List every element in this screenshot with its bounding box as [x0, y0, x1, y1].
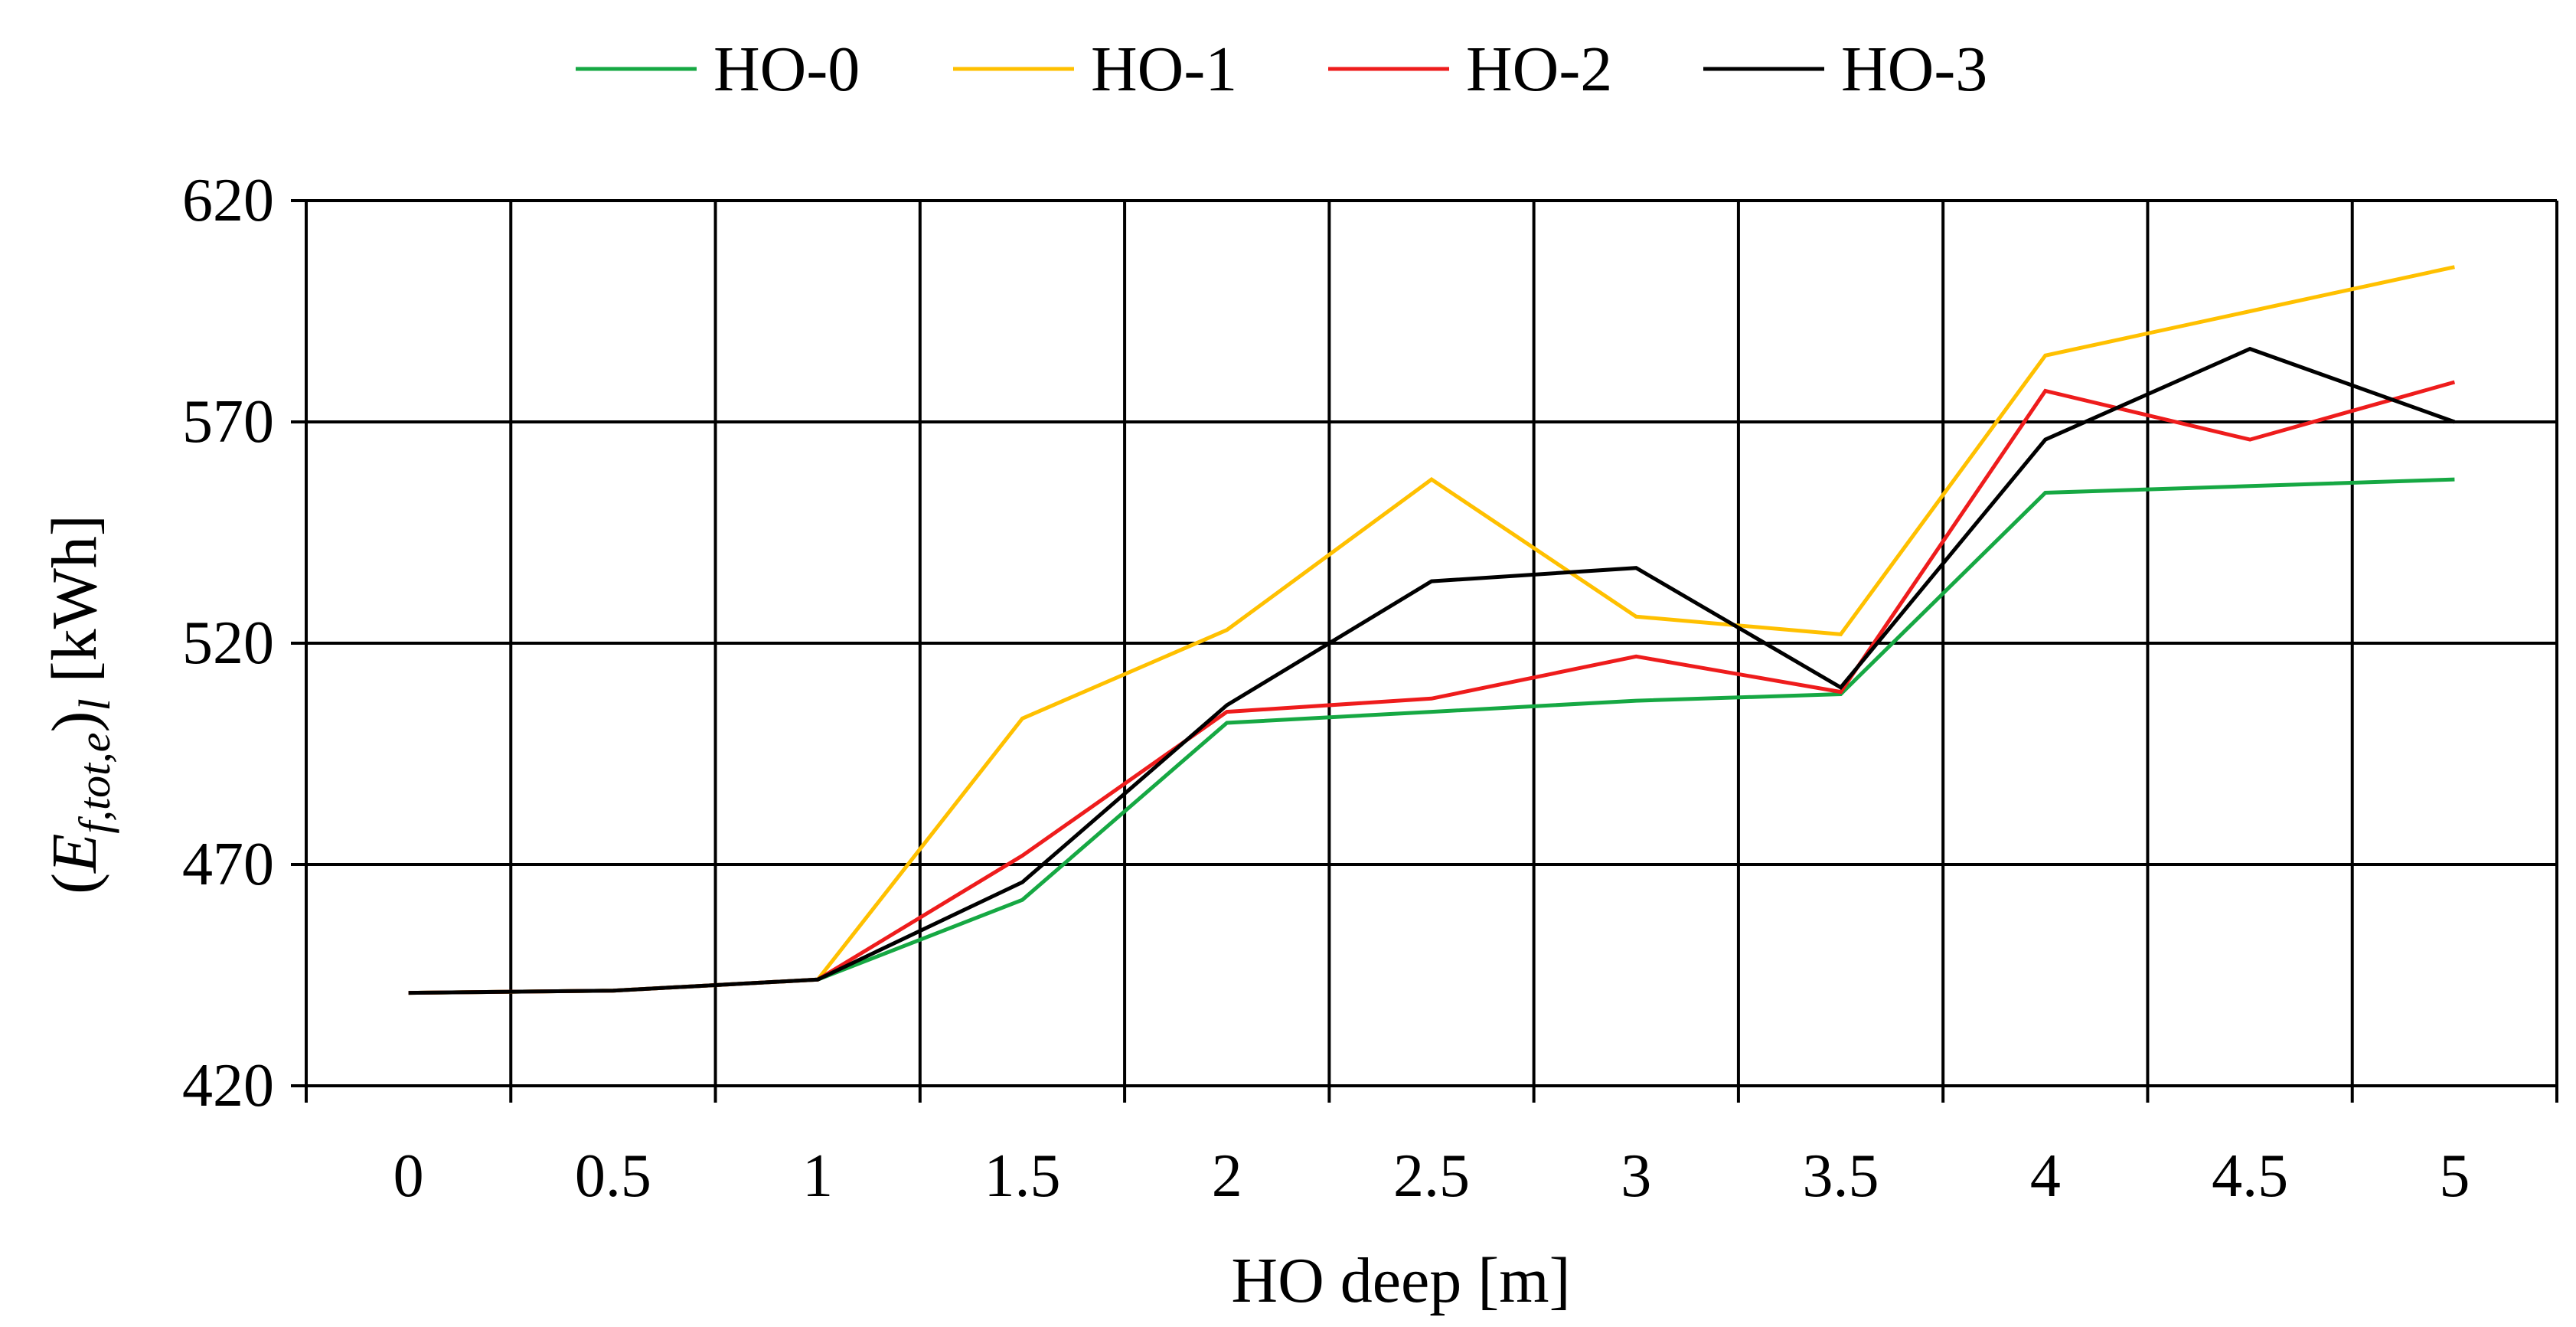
x-tick-label: 4.5	[2212, 1142, 2288, 1210]
y-axis-title-subscript-2: l	[70, 698, 119, 711]
y-tick-label: 570	[182, 388, 274, 456]
y-tick-label: 520	[182, 610, 274, 677]
y-tick-labels: 420 470 520 570 620	[182, 167, 274, 1119]
x-tick-label: 2.5	[1393, 1142, 1470, 1210]
x-tick-label: 3.5	[1803, 1142, 1879, 1210]
y-tick-label: 420	[182, 1052, 274, 1119]
legend-label-ho-0: HO-0	[713, 34, 860, 105]
y-axis-title-open: (	[39, 873, 110, 894]
x-tick-label: 1	[802, 1142, 833, 1210]
x-tick-label: 1.5	[984, 1142, 1060, 1210]
y-tick-label: 620	[182, 167, 274, 234]
legend-label-ho-2: HO-2	[1466, 34, 1612, 105]
x-tick-label: 0	[393, 1142, 424, 1210]
series-lines	[408, 265, 2456, 995]
series-line-ho-3	[408, 346, 2456, 995]
y-axis-title: (Ef,tot,e)l [kWh]	[39, 515, 119, 894]
x-tick-label: 5	[2439, 1142, 2470, 1210]
legend-label-ho-3: HO-3	[1841, 34, 1987, 105]
x-tick-label: 3	[1621, 1142, 1651, 1210]
x-tick-label: 2	[1212, 1142, 1242, 1210]
y-tick-label: 470	[182, 831, 274, 898]
y-axis-title-symbol: E	[39, 834, 110, 874]
legend-label-ho-1: HO-1	[1091, 34, 1237, 105]
axes	[291, 199, 2558, 1103]
x-tick-label: 0.5	[575, 1142, 651, 1210]
y-axis-title-close: )	[39, 711, 110, 732]
y-axis-title-unit: [kWh]	[39, 515, 110, 698]
x-axis-title: HO deep [m]	[1231, 1245, 1570, 1316]
y-axis-title-subscript: f,tot,e	[70, 732, 119, 833]
x-tick-labels: 0 0.5 1 1.5 2 2.5 3 3.5 4 4.5 5	[393, 1142, 2470, 1210]
grid	[306, 199, 2557, 1086]
legend: HO-0 HO-1 HO-2 HO-3	[576, 34, 1987, 105]
x-tick-label: 4	[2030, 1142, 2061, 1210]
